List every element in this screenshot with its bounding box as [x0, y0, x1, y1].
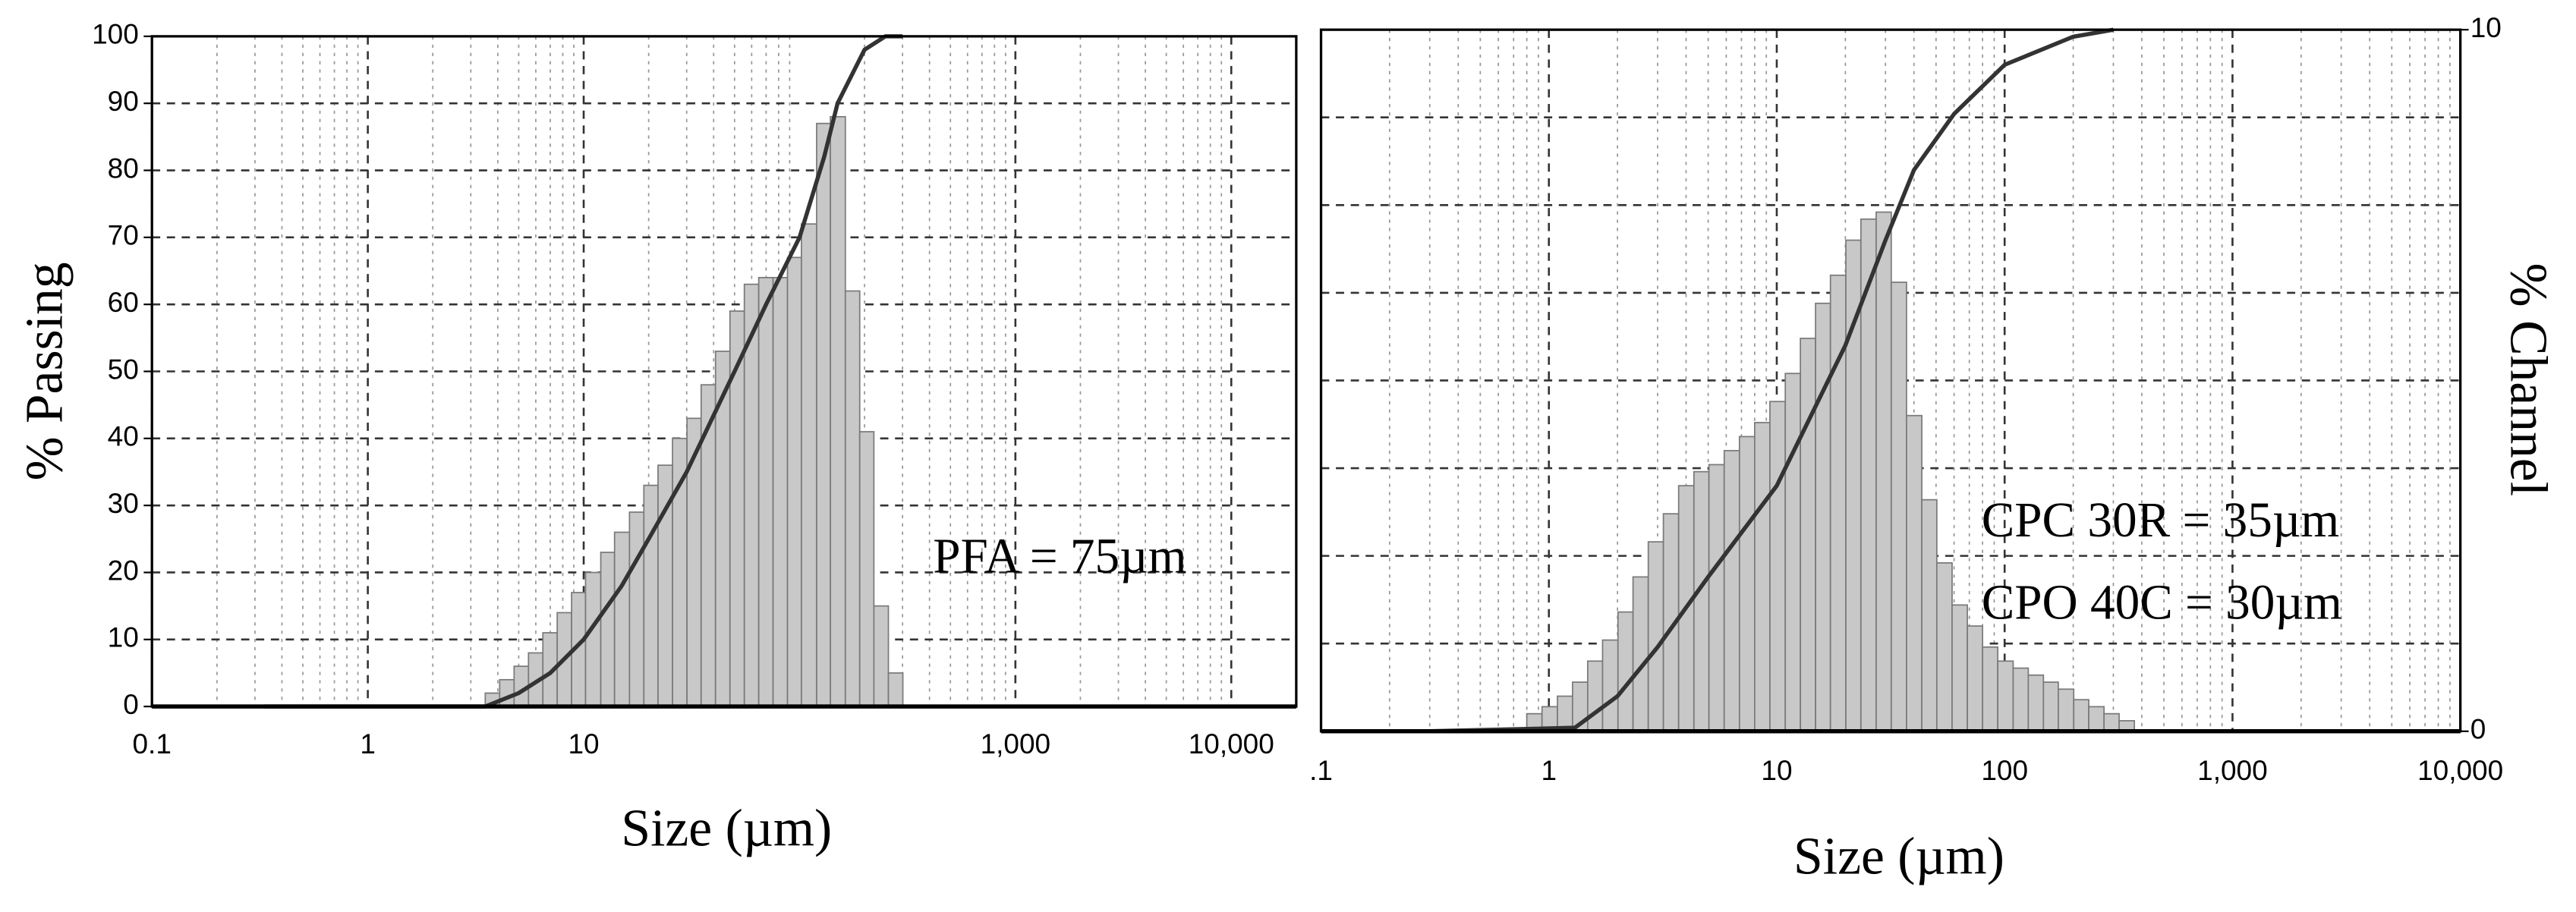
x-tick-label: 10,000 [1189, 728, 1274, 759]
y-tick-label: 60 [108, 287, 139, 318]
annotation: CPC 30R = 35µm [1982, 493, 2339, 548]
bar [584, 571, 602, 708]
bar [1829, 274, 1847, 732]
bar [1754, 422, 1771, 732]
bar [2088, 706, 2105, 732]
bar [757, 276, 774, 708]
bar [613, 531, 631, 708]
y-tick-label: 70 [108, 220, 139, 251]
y-tick-label: 100 [92, 19, 139, 50]
x-tick-label: 1,000 [2197, 755, 2268, 786]
annotation: CPO 40C = 30µm [1982, 576, 2342, 631]
bar [1921, 498, 1938, 732]
annotation: PFA = 75µm [933, 530, 1186, 584]
bar [2012, 667, 2030, 732]
bar [1875, 211, 1892, 732]
bar [686, 417, 702, 708]
bar [1967, 625, 1983, 732]
x-tick-label: 10 [1761, 755, 1792, 786]
bar [1586, 660, 1604, 732]
bar [600, 552, 616, 708]
x-tick-label: 10,000 [2417, 755, 2503, 786]
bar [2042, 681, 2059, 732]
bar [2073, 699, 2089, 732]
bar [1632, 576, 1649, 732]
bar [1723, 450, 1740, 732]
bar [801, 223, 817, 708]
bar [858, 431, 875, 708]
bar [1647, 541, 1664, 732]
bar [1784, 373, 1802, 732]
y-tick-label: 90 [108, 86, 139, 117]
y-tick-label: 40 [108, 421, 139, 452]
bar [772, 276, 789, 708]
x-tick-label: 0.1 [133, 728, 172, 759]
x-axis-label: Size (µm) [621, 800, 832, 858]
bar [1906, 414, 1923, 732]
bar [1935, 561, 1953, 732]
bar [1769, 401, 1787, 732]
bar [628, 511, 645, 708]
x-tick-label: .1 [1309, 755, 1333, 786]
y-tick-label: 0 [123, 689, 139, 720]
bar [1617, 611, 1634, 732]
bar [1890, 281, 1907, 732]
bar [786, 256, 802, 708]
bar [1601, 639, 1619, 732]
y-axis-label: % Passing [15, 262, 74, 480]
bar [1738, 436, 1756, 732]
y2-axis-label: % Channel [2499, 263, 2557, 496]
x-tick-label: 1,000 [981, 728, 1051, 759]
y2-tick-label: 0 [2471, 714, 2486, 745]
x-tick-label: 100 [1981, 755, 2028, 786]
x-tick-label: 1 [360, 728, 376, 759]
bar [844, 290, 861, 708]
y-tick-label: 20 [108, 555, 139, 586]
cumulative-line [1429, 27, 2114, 734]
bar [2058, 688, 2075, 732]
bar [1951, 604, 1968, 732]
y2-tick-label: 10 [2471, 12, 2502, 43]
bar [1982, 646, 1999, 732]
cumulative-line [263, 34, 903, 709]
bar [643, 484, 659, 708]
bar [830, 115, 846, 708]
y-tick-label: 10 [108, 622, 139, 653]
bar [1800, 338, 1816, 732]
y-tick-label: 30 [108, 488, 139, 519]
y-tick-label: 80 [108, 153, 139, 184]
bar [1997, 660, 2014, 732]
bar [887, 672, 904, 708]
y-tick-label: 50 [108, 354, 139, 385]
bar [1815, 302, 1831, 732]
bar [873, 605, 890, 708]
x-tick-label: 10 [568, 728, 599, 759]
bar [1708, 464, 1725, 732]
bar [499, 678, 515, 708]
bar [2103, 712, 2120, 732]
x-axis-label: Size (µm) [1793, 828, 2004, 886]
x-tick-label: 1 [1541, 755, 1557, 786]
bar [1693, 470, 1710, 732]
bar [2027, 674, 2045, 732]
bar [816, 122, 831, 708]
